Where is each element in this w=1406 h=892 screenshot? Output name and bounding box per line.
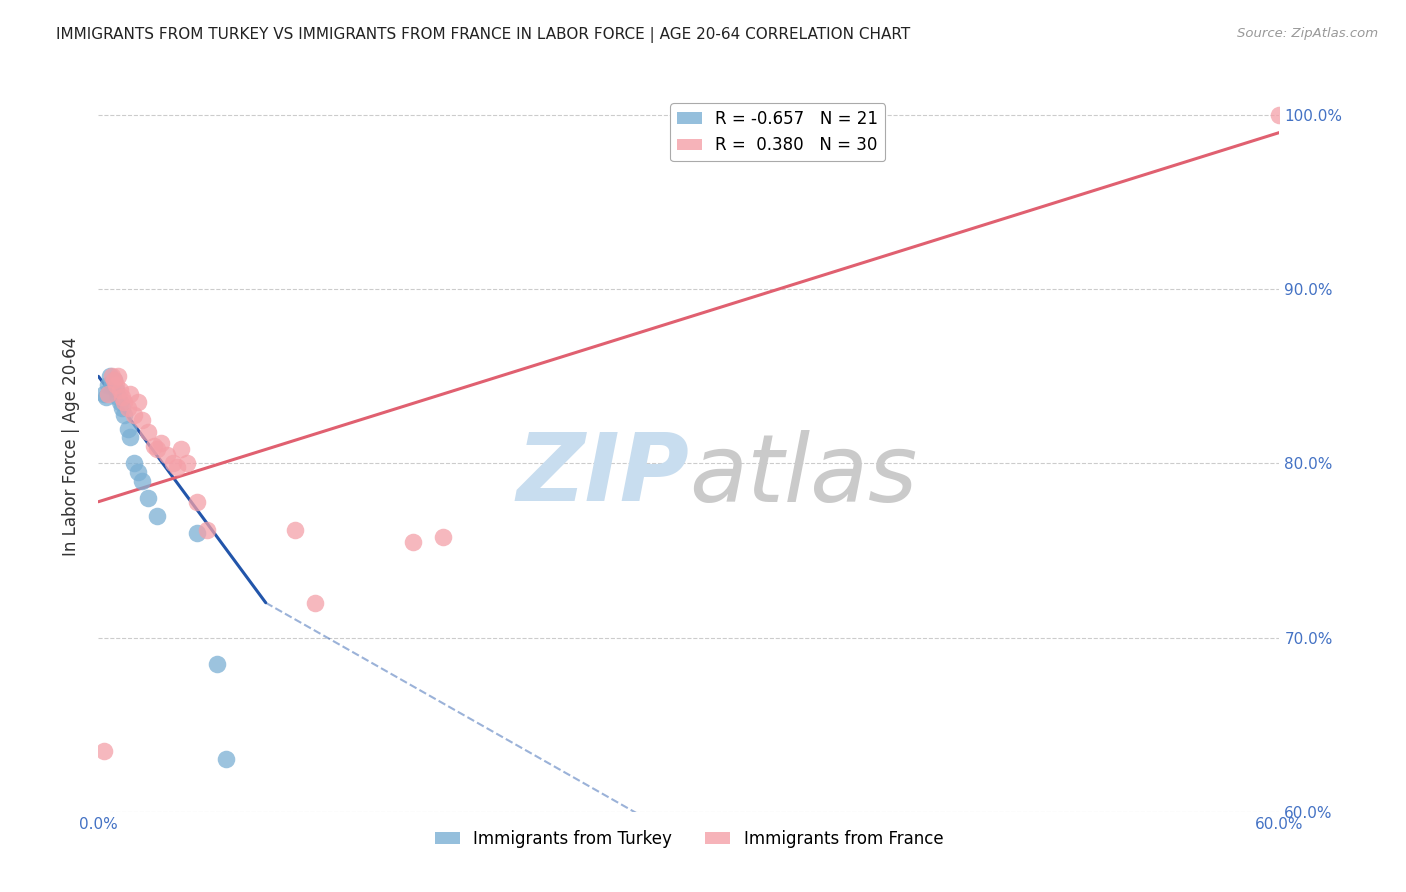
Point: [150, 435, 173, 450]
Point: [186, 526, 208, 541]
Point: [93, 744, 115, 758]
Point: [97, 378, 120, 392]
Point: [122, 408, 145, 422]
Point: [98, 369, 121, 384]
Point: [1268, 108, 1291, 122]
Point: [112, 408, 135, 422]
Text: atlas: atlas: [689, 430, 917, 521]
Point: [108, 395, 131, 409]
Point: [117, 401, 139, 415]
Point: [186, 494, 208, 508]
Point: [432, 530, 454, 544]
Point: [93, 386, 115, 401]
Point: [215, 752, 238, 766]
Point: [117, 421, 139, 435]
Point: [111, 401, 134, 415]
Point: [136, 491, 159, 506]
Point: [162, 457, 184, 471]
Point: [146, 508, 169, 523]
Point: [107, 390, 129, 404]
Point: [111, 390, 134, 404]
Point: [166, 459, 188, 474]
Point: [284, 523, 307, 537]
Point: [101, 378, 124, 392]
Legend: Immigrants from Turkey, Immigrants from France: Immigrants from Turkey, Immigrants from …: [427, 823, 950, 855]
Text: Source: ZipAtlas.com: Source: ZipAtlas.com: [1237, 27, 1378, 40]
Y-axis label: In Labor Force | Age 20-64: In Labor Force | Age 20-64: [62, 336, 80, 556]
Point: [112, 395, 135, 409]
Point: [105, 378, 128, 392]
Point: [107, 369, 129, 384]
Point: [118, 430, 141, 444]
Point: [105, 384, 128, 398]
Point: [195, 523, 218, 537]
Point: [131, 474, 153, 488]
Point: [122, 457, 145, 471]
Point: [131, 413, 153, 427]
Point: [97, 386, 120, 401]
Point: [127, 395, 149, 409]
Point: [205, 657, 228, 671]
Point: [156, 448, 179, 462]
Point: [304, 596, 326, 610]
Point: [176, 457, 198, 471]
Point: [101, 369, 124, 384]
Point: [96, 390, 118, 404]
Point: [146, 442, 169, 457]
Text: ZIP: ZIP: [516, 429, 689, 521]
Point: [127, 465, 149, 479]
Point: [402, 534, 425, 549]
Text: IMMIGRANTS FROM TURKEY VS IMMIGRANTS FROM FRANCE IN LABOR FORCE | AGE 20-64 CORR: IMMIGRANTS FROM TURKEY VS IMMIGRANTS FRO…: [56, 27, 911, 43]
Point: [136, 425, 159, 439]
Point: [170, 442, 193, 457]
Point: [108, 384, 131, 398]
Point: [103, 373, 125, 387]
Point: [118, 386, 141, 401]
Point: [142, 439, 165, 453]
Point: [103, 373, 125, 387]
